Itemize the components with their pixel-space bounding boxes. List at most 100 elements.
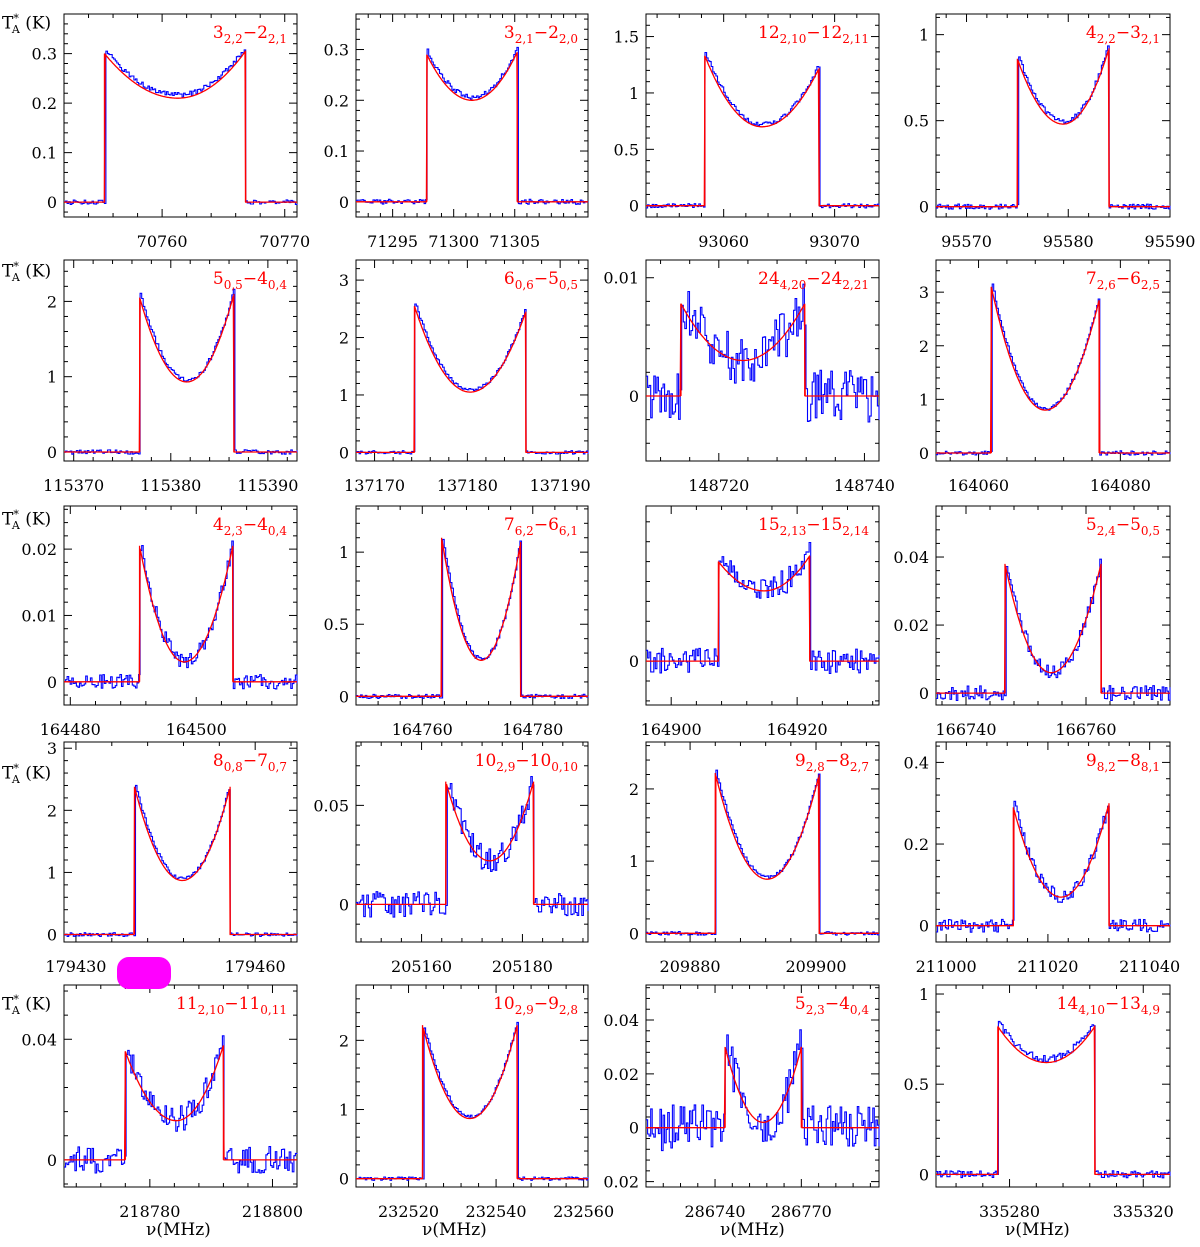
- panel-frame: [645, 505, 880, 706]
- model-fit: [356, 1025, 588, 1180]
- transition-label-subscript: 2,10: [780, 32, 807, 46]
- x-tick-label: 164920: [767, 720, 828, 739]
- model-fit: [356, 52, 588, 203]
- y-tick-label: 0: [47, 926, 57, 945]
- panel-15: 209880 209900 0 1 2 92,8−82,7: [629, 741, 880, 976]
- transition-label-text: −: [825, 751, 839, 771]
- x-tick-label: 232560: [553, 1202, 614, 1221]
- observed-spectrum: [64, 49, 298, 206]
- y-tick-label: 3: [47, 739, 57, 758]
- transition-label-subscript: 0,4: [850, 1003, 869, 1017]
- transition-label-subscript: 2,8: [806, 760, 825, 774]
- transition-label-text: 6: [1130, 269, 1141, 289]
- transition-label: 102,9−100,10: [475, 751, 578, 774]
- panel-frame: [645, 259, 880, 462]
- transition-label-text: −: [243, 23, 257, 43]
- transition-label-text: 13: [1119, 994, 1141, 1014]
- panel-20: 335280 335320 0 0.5 1 144,10−134,9: [904, 984, 1174, 1221]
- y-axis-label-row-1: T*A (K): [2, 12, 52, 37]
- y-tick-label: 0: [47, 1151, 57, 1170]
- observed-spectrum: [936, 45, 1171, 210]
- model-fit: [64, 546, 297, 683]
- y-tick-label: 0.02: [603, 1065, 639, 1084]
- observed-spectrum: [936, 283, 1171, 456]
- y-tick-label: 2: [919, 337, 929, 356]
- model-fit: [646, 56, 879, 207]
- transition-label-subscript: 0,5: [559, 278, 578, 292]
- transition-label-text: 24: [758, 269, 780, 289]
- transition-label-subscript: 8,2: [1097, 760, 1116, 774]
- panel-frame: [935, 505, 1171, 706]
- transition-label: 50,5−40,4: [213, 269, 287, 292]
- x-tick-label: 95580: [1043, 232, 1094, 251]
- transition-label-subscript: 0,5: [224, 278, 243, 292]
- x-tick-label: 335320: [1113, 1202, 1174, 1221]
- panel-frame: [63, 984, 298, 1188]
- x-tick-label: 211040: [1119, 957, 1180, 976]
- y-tick-label: 0.3: [324, 41, 349, 60]
- x-tick-label: 179460: [225, 957, 286, 976]
- transition-label-subscript: 4,10: [1078, 1003, 1105, 1017]
- observed-spectrum: [64, 288, 298, 455]
- magenta-marker: [117, 957, 171, 989]
- y-tick-label: 0: [339, 443, 349, 462]
- y-tick-label: 2: [629, 780, 639, 799]
- x-tick-label: 71295: [367, 232, 418, 251]
- panel-frame: [63, 259, 298, 462]
- transition-label-subscript: 2,2: [224, 32, 243, 46]
- x-axis-label-4: ν(MHz): [1005, 1220, 1070, 1240]
- y-tick-label: 2: [339, 1031, 349, 1050]
- transition-label-text: 5: [213, 269, 224, 289]
- model-fit: [64, 295, 297, 453]
- transition-label: 92,8−82,7: [795, 751, 869, 774]
- x-tick-label: 211020: [1017, 957, 1078, 976]
- transition-label-text: −: [534, 994, 548, 1014]
- transition-label: 102,9−92,8: [493, 994, 578, 1017]
- transition-label-subscript: 2,1: [515, 32, 534, 46]
- y-tick-label: 1: [339, 1101, 349, 1120]
- transition-label-subscript: 2,0: [559, 32, 578, 46]
- observed-spectrum: [646, 51, 880, 209]
- transition-label: 76,2−66,1: [504, 515, 578, 538]
- x-tick-label: 93070: [809, 232, 860, 251]
- y-tick-label: 0.01: [603, 269, 639, 288]
- transition-label-text: −: [1116, 515, 1130, 535]
- x-tick-label: 115380: [140, 476, 201, 495]
- panel-frame: [355, 13, 589, 218]
- y-tick-label: 1: [919, 985, 929, 1004]
- transition-label-text: 4: [839, 994, 850, 1014]
- panel-1: 70760 70770 0 0.1 0.2 0.3 32,2−22,1: [32, 13, 310, 251]
- transition-label-subscript: 6,1: [559, 524, 578, 538]
- transition-label-text: 5: [1130, 515, 1141, 535]
- model-fit: [646, 1046, 879, 1129]
- transition-label-text: 4: [213, 515, 224, 535]
- observed-spectrum: [64, 540, 298, 690]
- transition-label-text: 7: [504, 515, 515, 535]
- transition-label-subscript: 2,4: [1097, 524, 1116, 538]
- transition-label-text: 4: [257, 515, 268, 535]
- transition-label: 122,10−122,11: [758, 23, 869, 46]
- panel-frame: [355, 984, 589, 1188]
- transition-label-text: −: [534, 269, 548, 289]
- panel-19: 286740 286770 0.02 0 0.02 0.04 52,3−40,4: [603, 984, 880, 1221]
- x-tick-label: 164480: [40, 720, 101, 739]
- model-fit: [646, 554, 879, 662]
- transition-label: 80,8−70,7: [213, 751, 287, 774]
- panel-frame: [935, 13, 1171, 218]
- transition-label-subscript: 2,7: [850, 760, 869, 774]
- y-tick-label: 0.5: [904, 1075, 929, 1094]
- transition-label-subscript: 2,6: [1097, 278, 1116, 292]
- x-tick-label: 179430: [45, 957, 106, 976]
- y-tick-label: 0: [629, 1119, 639, 1138]
- observed-spectrum: [356, 303, 589, 455]
- transition-label-text: −: [1116, 23, 1130, 43]
- transition-label-text: −: [515, 751, 529, 771]
- transition-label-subscript: 2,14: [842, 524, 869, 538]
- y-tick-label: 0.2: [32, 94, 57, 113]
- y-tick-label: 0: [47, 673, 57, 692]
- transition-label-subscript: 2,21: [842, 278, 869, 292]
